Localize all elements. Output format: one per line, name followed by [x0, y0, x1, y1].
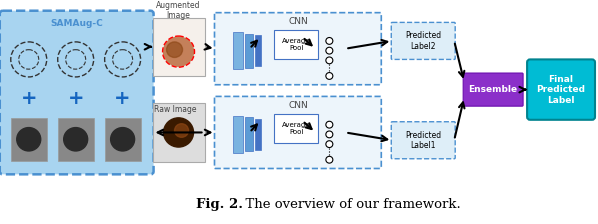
Text: Predicted
Label1: Predicted Label1	[405, 131, 441, 150]
Circle shape	[111, 128, 135, 151]
FancyBboxPatch shape	[233, 116, 243, 153]
Text: +: +	[114, 89, 131, 108]
FancyBboxPatch shape	[152, 17, 205, 76]
FancyBboxPatch shape	[215, 13, 382, 85]
FancyBboxPatch shape	[255, 35, 261, 66]
Circle shape	[326, 57, 333, 64]
Bar	[57, 118, 94, 161]
Circle shape	[167, 42, 182, 58]
Text: +: +	[20, 89, 37, 108]
Circle shape	[326, 131, 333, 138]
Circle shape	[326, 37, 333, 44]
FancyBboxPatch shape	[255, 119, 261, 150]
Text: SAMAug-C: SAMAug-C	[50, 19, 103, 28]
FancyBboxPatch shape	[215, 96, 382, 168]
FancyBboxPatch shape	[245, 117, 254, 151]
Circle shape	[326, 141, 333, 148]
FancyBboxPatch shape	[152, 103, 205, 162]
Circle shape	[326, 73, 333, 79]
Text: +: +	[68, 89, 84, 108]
Text: Raw Image: Raw Image	[154, 105, 196, 114]
FancyBboxPatch shape	[274, 114, 318, 143]
Text: Ensemble: Ensemble	[469, 85, 518, 94]
FancyBboxPatch shape	[463, 73, 523, 106]
Text: Predicted
Label2: Predicted Label2	[405, 31, 441, 51]
Circle shape	[17, 128, 41, 151]
Circle shape	[175, 124, 188, 137]
Text: CNN: CNN	[288, 101, 308, 110]
FancyBboxPatch shape	[0, 11, 154, 174]
Circle shape	[326, 121, 333, 128]
Text: Average
Pool: Average Pool	[282, 38, 310, 51]
Circle shape	[64, 128, 88, 151]
FancyBboxPatch shape	[233, 32, 243, 69]
FancyBboxPatch shape	[245, 34, 254, 68]
Text: Final
Predicted
Label: Final Predicted Label	[536, 75, 585, 105]
Bar	[105, 118, 141, 161]
Text: Augmented
Image: Augmented Image	[156, 1, 201, 20]
Text: The overview of our framework.: The overview of our framework.	[237, 198, 461, 211]
Circle shape	[164, 118, 194, 147]
FancyBboxPatch shape	[391, 22, 455, 59]
Text: Fig. 2.: Fig. 2.	[196, 198, 243, 211]
Text: Average
Pool: Average Pool	[282, 122, 310, 135]
Text: CNN: CNN	[288, 17, 308, 26]
FancyBboxPatch shape	[274, 30, 318, 59]
Circle shape	[164, 37, 194, 66]
Circle shape	[326, 47, 333, 54]
FancyBboxPatch shape	[391, 122, 455, 159]
FancyBboxPatch shape	[527, 59, 595, 120]
Bar	[11, 118, 47, 161]
Circle shape	[326, 156, 333, 163]
